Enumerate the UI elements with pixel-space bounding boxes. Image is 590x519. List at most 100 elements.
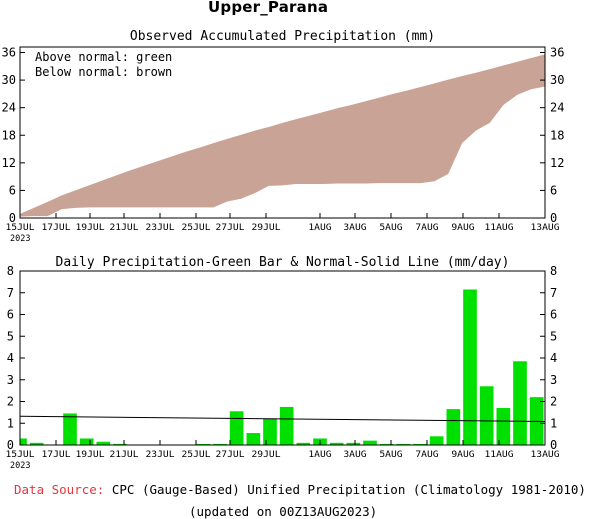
- precip-bar: [246, 433, 261, 445]
- daily-x-tick-label: 23JUL: [146, 450, 175, 460]
- source-text: CPC (Gauge-Based) Unified Precipitation …: [111, 482, 586, 497]
- accum-y-tick-label-right: 18: [550, 128, 564, 142]
- precip-bar: [463, 289, 477, 445]
- accum-x-tick-label: 9AUG: [451, 223, 474, 233]
- daily-y-tick-label-left: 4: [7, 351, 14, 365]
- daily-y-tick-label-right: 4: [550, 351, 557, 365]
- daily-x-tick-label: 21JUL: [110, 450, 139, 460]
- accum-y-tick-label-right: 30: [550, 73, 564, 87]
- precip-bar: [279, 406, 294, 445]
- below-normal-area: [20, 54, 545, 217]
- accum-x-tick-label: 25JUL: [182, 223, 211, 233]
- daily-y-tick-label-left: 5: [7, 329, 14, 343]
- charts: Observed Accumulated Precipitation (mm) 0…: [2, 29, 565, 471]
- precip-bar: [379, 443, 394, 445]
- accum-y-tick-label-left: 12: [2, 156, 16, 170]
- precip-bar: [329, 442, 344, 445]
- daily-x-tick-label: 27JUL: [216, 450, 245, 460]
- daily-x-tick-label: 25JUL: [182, 450, 211, 460]
- daily-y-tick-label-right: 0: [550, 438, 557, 452]
- precip-bar: [63, 413, 77, 445]
- daily-y-tick-label-right: 2: [550, 395, 557, 409]
- precip-bar: [346, 442, 361, 445]
- updated-text: (updated on 00Z13AUG2023): [189, 504, 378, 519]
- accum-y-tick-label-left: 30: [2, 73, 16, 87]
- annotation-above-normal: Above normal: green: [35, 50, 172, 64]
- precip-bar: [213, 443, 227, 445]
- daily-x-tick-label: 3AUG: [343, 450, 366, 460]
- daily-x-tick-label: 7AUG: [415, 450, 438, 460]
- daily-x-tick-label: 11AUG: [485, 450, 514, 460]
- accum-x-tick-label: 3AUG: [343, 223, 366, 233]
- precip-bar: [20, 438, 27, 445]
- precip-bar: [513, 361, 527, 445]
- accum-x-tick-label: 11AUG: [485, 223, 514, 233]
- accum-y-tick-label-right: 0: [550, 211, 557, 225]
- daily-x-tick-label: 29JUL: [252, 450, 281, 460]
- daily-chart-title: Daily Precipitation-Green Bar & Normal-S…: [56, 255, 510, 270]
- daily-x-tick-label: 17JUL: [42, 450, 71, 460]
- accum-x-tick-label: 29JUL: [252, 223, 281, 233]
- normal-line: [19, 415, 546, 423]
- daily-y-tick-label-right: 3: [550, 373, 557, 387]
- accum-x-tick-label: 15JUL: [6, 223, 35, 233]
- daily-y-tick-label-right: 5: [550, 329, 557, 343]
- precip-bar: [479, 386, 494, 445]
- accum-chart-title: Observed Accumulated Precipitation (mm): [130, 29, 435, 44]
- accum-y-tick-label-right: 12: [550, 156, 564, 170]
- precip-bar: [196, 443, 211, 445]
- daily-x-tick-label: 1AUG: [308, 450, 331, 460]
- precip-bar: [113, 443, 127, 445]
- daily-y-tick-label-right: 7: [550, 286, 557, 300]
- accum-y-tick-label-left: 18: [2, 128, 16, 142]
- accum-plot-frame: [19, 46, 546, 219]
- accum-x-tick-label: 23JUL: [146, 223, 175, 233]
- accum-y-tick-label-right: 24: [550, 101, 564, 115]
- daily-x-tick-label: 13AUG: [531, 450, 560, 460]
- accum-x-tick-label: 13AUG: [531, 223, 560, 233]
- daily-y-tick-label-left: 8: [7, 264, 14, 278]
- accum-x-tick-label: 7AUG: [415, 223, 438, 233]
- precip-bar: [413, 443, 427, 445]
- accum-y-tick-label-left: 6: [9, 183, 16, 197]
- precip-bar: [296, 442, 311, 445]
- precip-bar: [396, 443, 411, 445]
- accum-x-tick-label: 5AUG: [379, 223, 402, 233]
- daily-x-tick-label: 19JUL: [76, 450, 105, 460]
- accum-y-tick-label-left: 24: [2, 101, 16, 115]
- daily-y-tick-label-left: 7: [7, 286, 14, 300]
- daily-y-tick-label-left: 3: [7, 373, 14, 387]
- daily-x-tick-label: 15JUL: [6, 450, 35, 460]
- daily-y-tick-label-right: 1: [550, 416, 557, 430]
- annotation-below-normal: Below normal: brown: [35, 65, 172, 79]
- precip-bar: [79, 438, 94, 445]
- source-line: Data Source: CPC (Gauge-Based) Unified P…: [14, 482, 586, 497]
- accum-y-tick-label-left: 0: [9, 211, 16, 225]
- accum-x-tick-label: 19JUL: [76, 223, 105, 233]
- accum-x-year-label: 2023: [10, 234, 30, 244]
- daily-y-tick-label-left: 1: [7, 416, 14, 430]
- source-label: Data Source:: [14, 482, 105, 497]
- precip-bar: [446, 409, 461, 445]
- daily-y-tick-label-right: 8: [550, 264, 557, 278]
- precip-bar: [429, 436, 444, 445]
- accum-y-tick-label-left: 36: [2, 46, 16, 60]
- daily-y-tick-label-left: 6: [7, 308, 14, 322]
- accum-x-tick-label: 17JUL: [42, 223, 71, 233]
- accum-x-tick-label: 21JUL: [110, 223, 139, 233]
- daily-y-tick-label-right: 6: [550, 308, 557, 322]
- accum-x-tick-label: 27JUL: [216, 223, 245, 233]
- daily-y-tick-label-left: 0: [7, 438, 14, 452]
- daily-x-year-label: 2023: [10, 461, 30, 471]
- precip-bar: [29, 442, 44, 445]
- accum-x-tick-label: 1AUG: [308, 223, 331, 233]
- daily-x-tick-label: 9AUG: [451, 450, 474, 460]
- accum-y-tick-label-right: 6: [550, 183, 557, 197]
- precip-bar: [263, 418, 277, 445]
- accum-y-tick-label-right: 36: [550, 46, 564, 60]
- precip-bar: [229, 411, 244, 445]
- daily-y-tick-label-left: 2: [7, 395, 14, 409]
- page-title: Upper_Parana: [208, 0, 329, 16]
- precip-bar: [496, 408, 511, 445]
- precip-bar: [363, 440, 377, 445]
